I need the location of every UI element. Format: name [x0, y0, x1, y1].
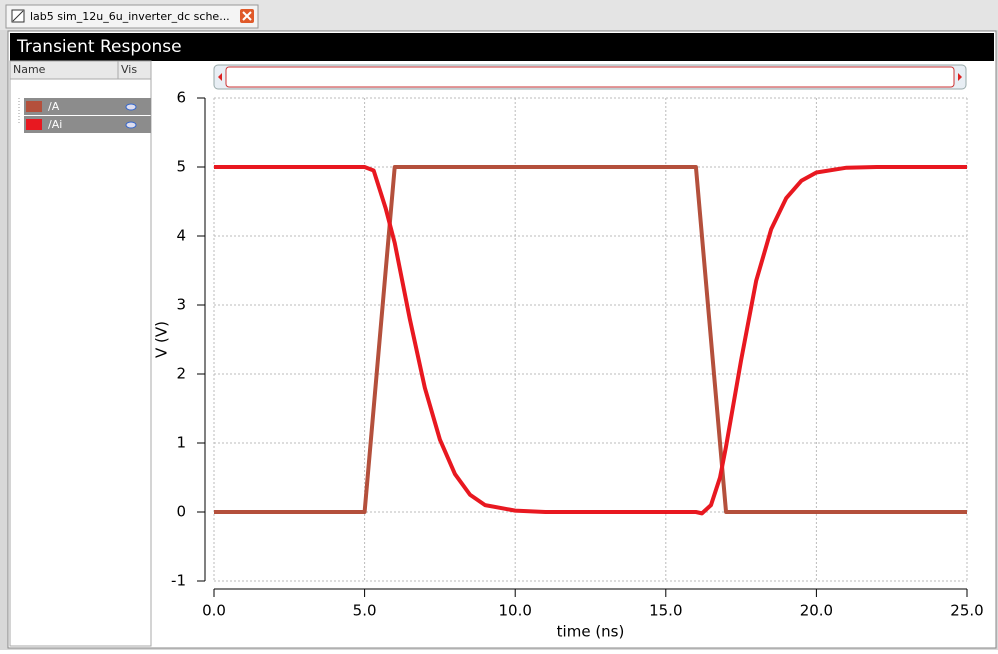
- tab-title: lab5 sim_12u_6u_inverter_dc sche...: [30, 10, 230, 23]
- legend-header: [9, 60, 152, 80]
- x-tick-label: 10.0: [498, 602, 531, 620]
- y-tick-label: 3: [176, 296, 186, 314]
- y-axis-label: V (V): [153, 321, 171, 358]
- x-tick-label: 15.0: [649, 602, 682, 620]
- tab-icon-line: [12, 10, 24, 22]
- legend: /A/Ai: [18, 98, 151, 133]
- y-tick-label: -1: [171, 572, 186, 590]
- x-tick-label: 25.0: [950, 602, 983, 620]
- visibility-toggle[interactable]: [125, 103, 137, 111]
- legend-swatch: [26, 119, 42, 130]
- visibility-toggle[interactable]: [125, 121, 137, 129]
- legend-swatch: [26, 101, 42, 112]
- title-bar: [10, 33, 994, 61]
- y-tick-label: 2: [176, 365, 186, 383]
- y-tick-label: 1: [176, 434, 186, 452]
- y-tick-label: 5: [176, 158, 186, 176]
- column-name: Name: [13, 63, 46, 76]
- y-tick-label: 6: [176, 89, 186, 107]
- tab[interactable]: [5, 4, 259, 29]
- x-axis-label: time (ns): [557, 623, 625, 641]
- column-vis: Vis: [121, 63, 137, 76]
- window-title: Transient Response: [16, 37, 182, 57]
- series-line: [214, 165, 967, 514]
- x-tick-label: 0.0: [202, 602, 226, 620]
- x-tick-label: 20.0: [800, 602, 833, 620]
- legend-row: [24, 116, 151, 133]
- plot: -1 0 1 2 3 4 5 6 0.0 5.0 10.0 15.0 20.0 25.0 time (ns)…: [153, 89, 984, 641]
- y-tick-label: 0: [176, 503, 186, 521]
- series-line: [214, 165, 967, 516]
- overview-window[interactable]: [225, 66, 955, 88]
- x-tick-label: 5.0: [353, 602, 377, 620]
- legend-row: [24, 98, 151, 115]
- legend-panel: [9, 60, 152, 647]
- tab-close-x: [242, 11, 252, 21]
- legend-label: /A: [48, 100, 60, 113]
- y-tick-label: 4: [176, 227, 186, 245]
- plot-panel: [152, 61, 994, 646]
- legend-label: /Ai: [48, 118, 62, 131]
